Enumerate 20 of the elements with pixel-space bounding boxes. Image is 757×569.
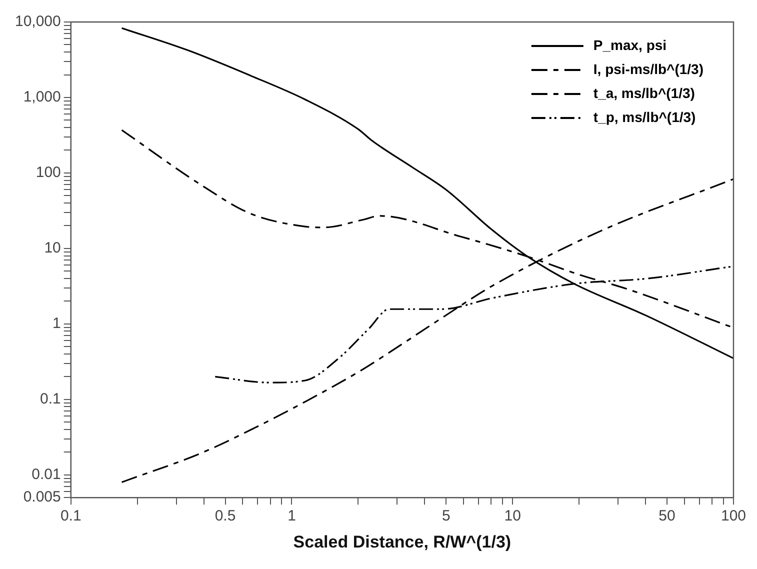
x-tick-label: 1 [288,508,296,525]
x-tick-label: 100 [720,508,746,525]
x-tick-label: 5 [442,508,450,525]
x-tick-label: 0.5 [214,508,236,525]
y-tick-label: 0.005 [23,488,61,506]
legend-label: t_p, ms/lb^(1/3) [593,108,696,125]
x-tick-label: 10 [504,508,521,525]
y-tick-label: 1 [52,315,61,332]
y-tick-label: 10 [44,240,61,257]
legend-label: I, psi-ms/lb^(1/3) [593,60,704,77]
y-tick-label: 0.01 [32,466,61,484]
x-tick-label: 0.1 [60,508,82,525]
y-tick-label: 100 [36,164,61,182]
legend-label: P_max, psi [593,36,667,53]
y-tick-label: 10,000 [14,13,61,30]
x-tick-label: 50 [658,508,676,525]
y-tick-label: 0.1 [40,390,61,408]
y-tick-label: 1,000 [23,88,61,106]
legend-label: t_a, ms/lb^(1/3) [593,84,695,101]
x-axis-title: Scaled Distance, R/W^(1/3) [293,532,512,552]
